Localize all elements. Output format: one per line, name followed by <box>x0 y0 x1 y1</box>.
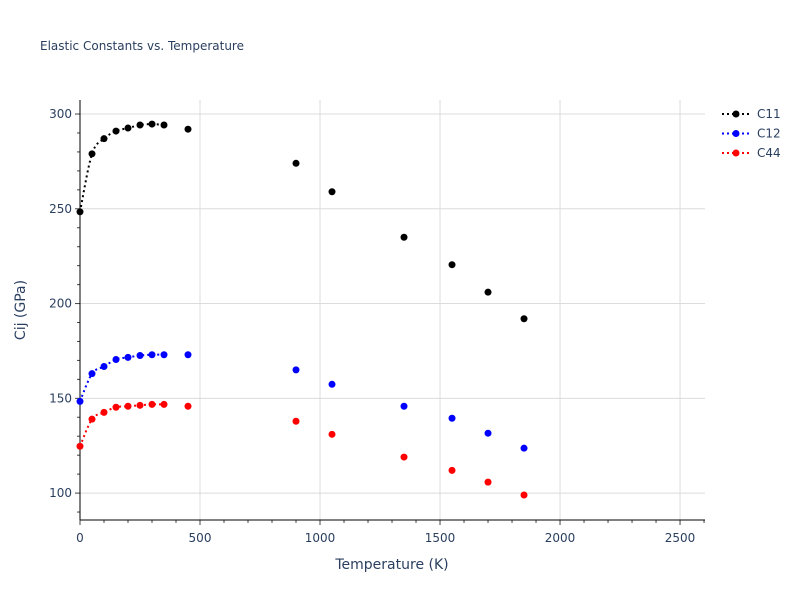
data-point <box>400 233 408 241</box>
y-axis-label: Cij (GPa) <box>13 280 29 340</box>
data-point <box>160 400 168 408</box>
legend-item: C44 <box>722 146 781 160</box>
x-tick-label: 1500 <box>425 531 456 545</box>
data-point <box>112 355 120 363</box>
grid <box>80 100 705 520</box>
x-tick-label: 1000 <box>305 531 336 545</box>
series-C44 <box>76 400 528 499</box>
x-tick-label: 500 <box>189 531 212 545</box>
data-point <box>124 124 132 132</box>
data-point <box>484 478 492 486</box>
data-point <box>112 127 120 135</box>
legend-label: C44 <box>757 146 781 160</box>
data-point <box>292 366 300 374</box>
data-point <box>184 351 192 359</box>
data-point <box>112 403 120 411</box>
data-point <box>100 408 108 416</box>
series-line <box>79 403 165 447</box>
y-tick-label: 150 <box>49 391 72 405</box>
data-point <box>292 159 300 167</box>
data-point <box>184 125 192 133</box>
x-tick-label: 2500 <box>665 531 696 545</box>
series-line <box>79 123 165 213</box>
data-point <box>100 135 108 143</box>
series-line <box>79 353 165 402</box>
data-point <box>292 417 300 425</box>
chart-title: Elastic Constants vs. Temperature <box>40 39 244 53</box>
y-tick-label: 200 <box>49 297 72 311</box>
data-point <box>136 401 144 409</box>
data-point <box>76 397 84 405</box>
series-C11 <box>76 120 528 323</box>
legend-label: C12 <box>757 127 781 141</box>
data-point <box>448 261 456 269</box>
y-tick-label: 300 <box>49 107 72 121</box>
series-C12 <box>76 351 528 452</box>
legend-item: C12 <box>722 127 781 141</box>
data-point <box>400 453 408 461</box>
data-point <box>328 430 336 438</box>
legend-label: C11 <box>757 107 781 121</box>
data-point <box>88 150 96 158</box>
data-point <box>136 121 144 129</box>
data-point <box>88 370 96 378</box>
data-point <box>184 402 192 410</box>
data-point <box>448 414 456 422</box>
data-point <box>520 444 528 452</box>
data-point <box>100 362 108 370</box>
data-point <box>124 353 132 361</box>
data-point <box>328 380 336 388</box>
legend-marker <box>732 110 740 118</box>
data-point <box>124 402 132 410</box>
data-point <box>148 120 156 128</box>
data-point <box>484 429 492 437</box>
legend-marker <box>732 149 740 157</box>
legend: C11 C12 C44 <box>722 107 781 160</box>
data-point <box>160 121 168 129</box>
data-point <box>328 188 336 196</box>
data-point <box>520 315 528 323</box>
data-point <box>136 351 144 359</box>
data-point <box>88 415 96 423</box>
x-axis-label: Temperature (K) <box>334 557 448 573</box>
y-tick-label: 250 <box>49 202 72 216</box>
data-point <box>520 491 528 499</box>
legend-item: C11 <box>722 107 781 121</box>
data-point <box>76 208 84 216</box>
x-tick-label: 0 <box>76 531 84 545</box>
data-point <box>148 400 156 408</box>
legend-marker <box>732 130 740 137</box>
data-point <box>400 402 408 410</box>
axes: 0 500 1000 1500 2000 2500 100 150 200 250 300 <box>49 100 705 545</box>
data-point <box>76 442 84 450</box>
marks <box>76 120 528 499</box>
data-point <box>448 466 456 474</box>
y-tick-label: 100 <box>49 486 72 500</box>
data-point <box>148 351 156 359</box>
x-tick-label: 2000 <box>545 531 576 545</box>
data-point <box>160 351 168 359</box>
data-point <box>484 288 492 296</box>
